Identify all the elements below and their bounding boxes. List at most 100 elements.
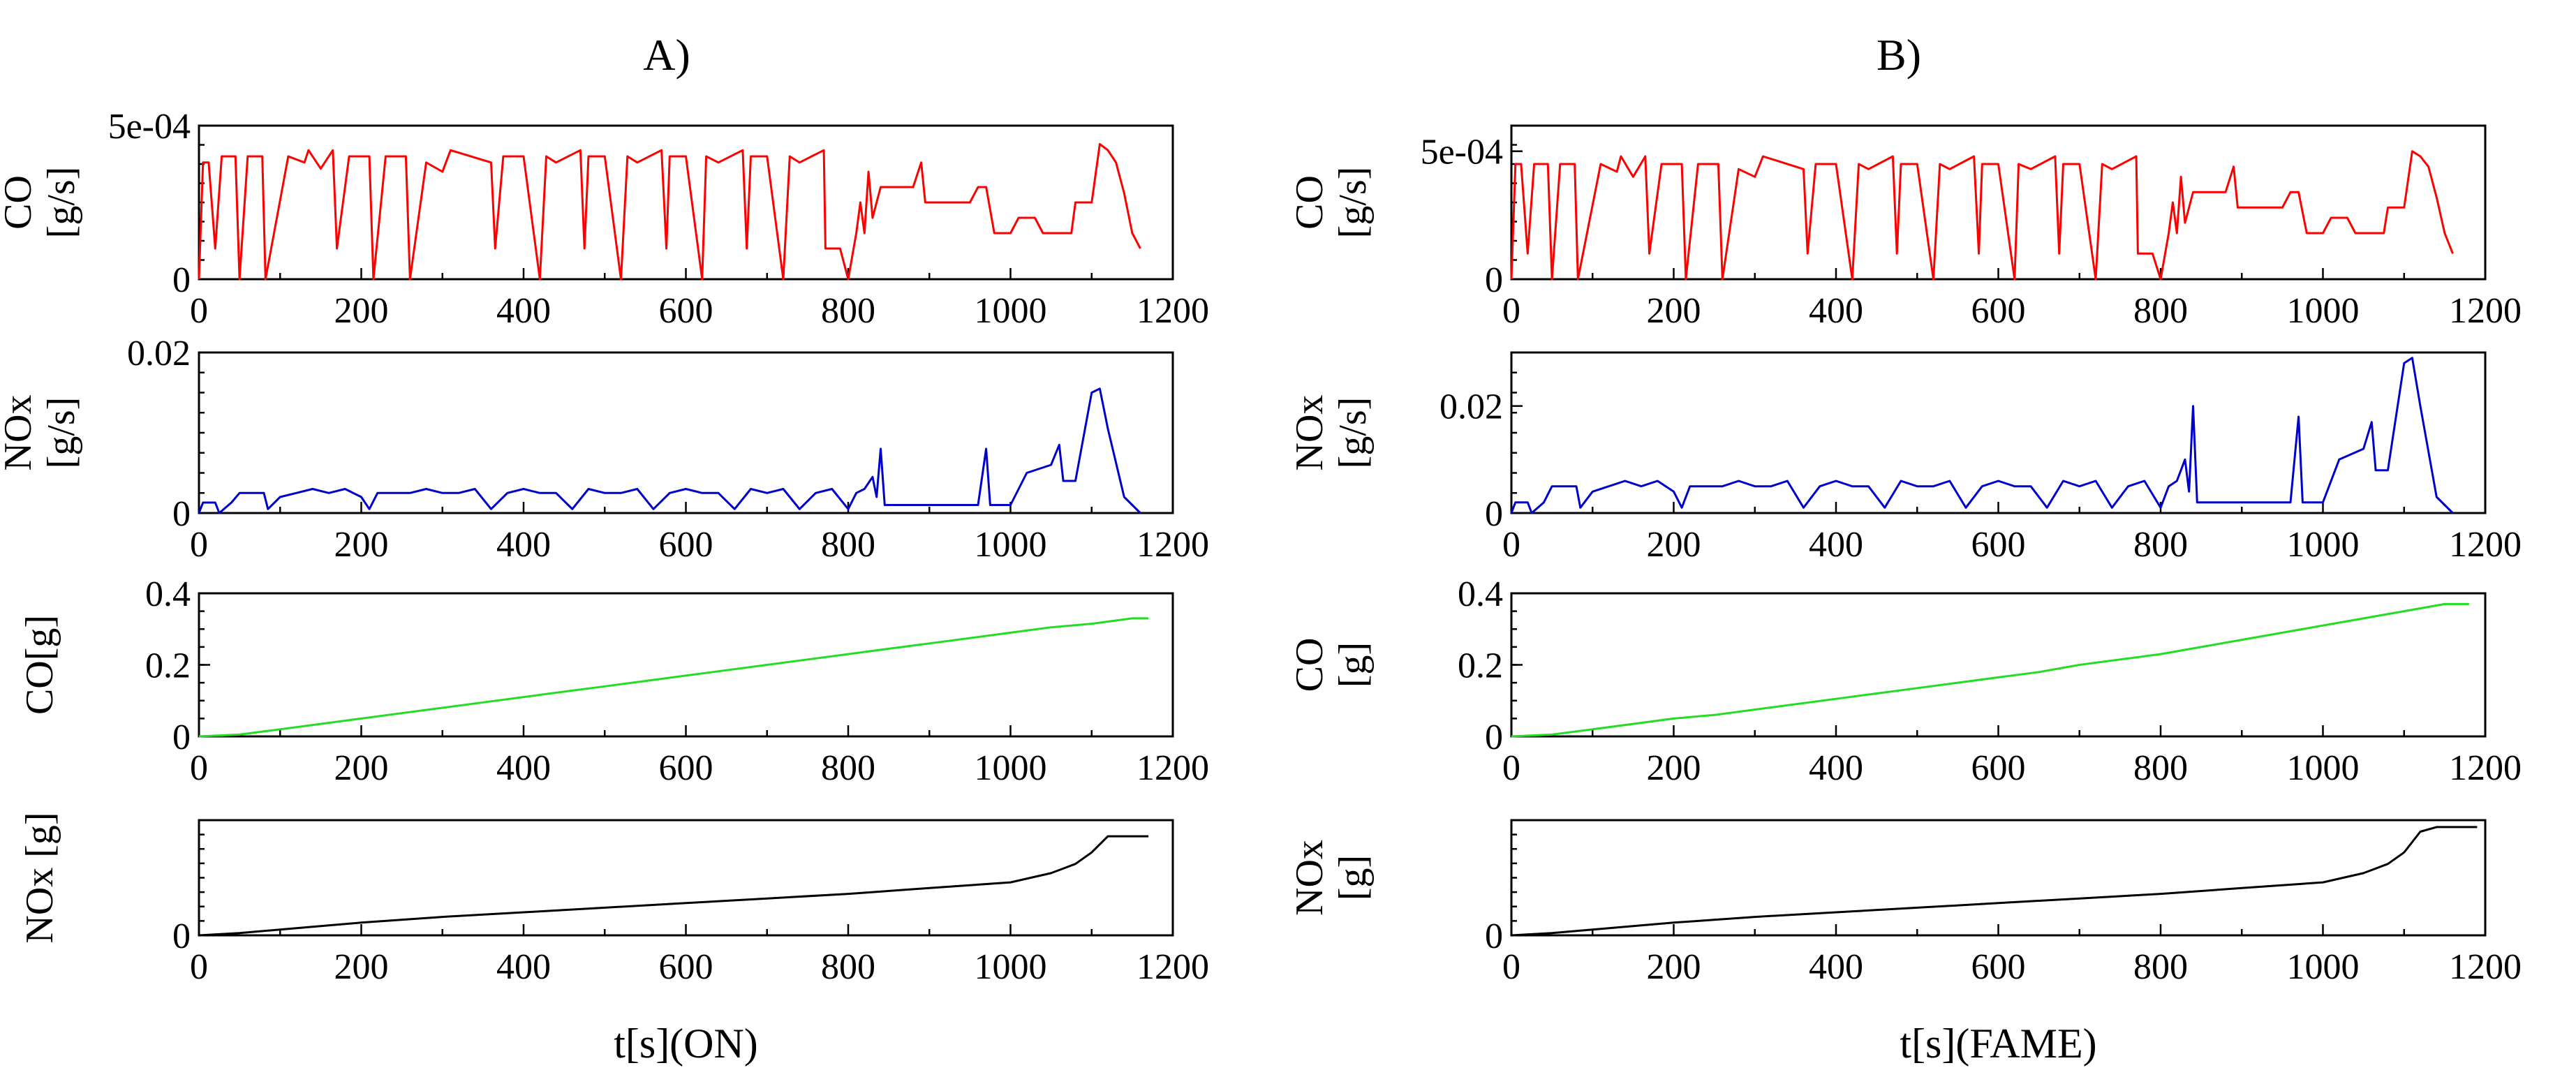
x-tick-label: 800: [2133, 291, 2188, 331]
x-tick-label: 1000: [2287, 291, 2360, 331]
y-axis-label: CO: [1288, 175, 1331, 230]
y-tick-label: 0.2: [145, 646, 191, 686]
x-tick-label: 600: [659, 947, 713, 987]
x-tick-label: 400: [496, 748, 551, 788]
x-tick-label: 0: [190, 525, 208, 565]
y-axis-label: NOx [g]: [18, 812, 61, 943]
x-tick-label: 1000: [2287, 748, 2360, 788]
series-line-co_cum: [1511, 602, 2469, 738]
x-tick-label: 800: [821, 947, 875, 987]
panel-a-nox_cum-plot: 0 200 400 600 800 1000 1200 0 NOx [g]: [18, 812, 1209, 987]
x-tick-label: 1200: [1137, 748, 1209, 788]
x-tick-label: 1200: [1137, 291, 1209, 331]
x-tick-label: 600: [659, 525, 713, 565]
y-tick-label: 0: [172, 494, 191, 534]
x-tick-label: 0: [1502, 947, 1520, 987]
panel-b-nox_rate-plot: 0 200 400 600 800 1000 1200 0 0.02 NOx [g/s]: [1288, 351, 2522, 565]
series-line-nox_cum: [1511, 826, 2478, 937]
plot-frame: [1510, 124, 2487, 281]
x-tick-label: 0: [190, 748, 208, 788]
y-tick-label: 0.02: [127, 334, 191, 373]
y-tick-label: 0: [172, 260, 191, 300]
series-line-nox_rate: [198, 387, 1141, 514]
y-tick-label: 0: [1485, 260, 1503, 300]
y-axis-label: [g]: [1331, 642, 1375, 688]
x-tick-label: 600: [1971, 525, 2026, 565]
y-axis-label: [g/s]: [1331, 397, 1375, 469]
y-tick-label: 0: [172, 916, 191, 956]
x-tick-label: 1200: [2449, 291, 2522, 331]
y-tick-label: 0.4: [1458, 574, 1503, 614]
y-axis-label: NOx: [1288, 395, 1331, 471]
y-tick-label: 0.4: [145, 574, 191, 614]
y-tick-label: 0.2: [1458, 646, 1503, 686]
y-axis-label: CO[g]: [18, 615, 61, 715]
y-tick-label: 0: [1485, 718, 1503, 757]
x-tick-label: 600: [659, 291, 713, 331]
y-axis-label: CO: [1288, 638, 1331, 692]
x-tick-label: 400: [1809, 947, 1863, 987]
x-tick-label: 1200: [2449, 525, 2522, 565]
x-tick-label: 200: [1647, 947, 1701, 987]
x-tick-label: 800: [821, 525, 875, 565]
panel-b-co_rate-plot: 0 200 400 600 800 1000 1200 0 5e-04 CO [g/s]: [1288, 124, 2522, 331]
x-tick-label: 200: [1647, 748, 1701, 788]
y-tick-label: 0: [1485, 494, 1503, 534]
y-tick-label: 0: [1485, 916, 1503, 956]
panel-b-title: B): [1877, 30, 1921, 80]
plot-frame: [198, 124, 1174, 281]
y-axis-label: [g/s]: [1331, 167, 1375, 239]
x-tick-label: 200: [1647, 525, 1701, 565]
x-tick-label: 0: [1502, 525, 1520, 565]
x-tick-label: 800: [821, 748, 875, 788]
x-axis-label: t[s](FAME): [1900, 1020, 2096, 1067]
x-tick-label: 200: [334, 947, 389, 987]
plot-frame: [1510, 351, 2487, 514]
x-tick-label: 1000: [975, 525, 1047, 565]
x-tick-label: 400: [1809, 525, 1863, 565]
x-tick-label: 600: [659, 748, 713, 788]
x-tick-label: 0: [1502, 291, 1520, 331]
x-tick-label: 1000: [975, 947, 1047, 987]
x-tick-label: 600: [1971, 947, 2026, 987]
x-axis-label: t[s](ON): [614, 1020, 758, 1067]
series-line-co_cum: [198, 617, 1149, 738]
x-tick-label: 400: [496, 291, 551, 331]
x-tick-label: 600: [1971, 748, 2026, 788]
series-line-nox_cum: [198, 835, 1149, 937]
y-tick-label: 5e-04: [1421, 133, 1503, 172]
x-tick-label: 1000: [2287, 947, 2360, 987]
x-tick-label: 1200: [2449, 947, 2522, 987]
series-line-co_rate: [1510, 150, 2454, 281]
x-tick-label: 600: [1971, 291, 2026, 331]
x-tick-label: 800: [2133, 748, 2188, 788]
x-tick-label: 1000: [2287, 525, 2360, 565]
panel-b-co_cum-plot: 0 200 400 600 800 1000 1200 0 0.2 0.4 CO [g]: [1288, 574, 2522, 788]
x-tick-label: 0: [1502, 748, 1520, 788]
x-tick-label: 1200: [2449, 748, 2522, 788]
plot-frame: [1510, 592, 2487, 738]
x-tick-label: 1200: [1137, 947, 1209, 987]
x-tick-label: 200: [334, 748, 389, 788]
x-tick-label: 200: [334, 525, 389, 565]
y-axis-label: [g]: [1331, 855, 1375, 900]
x-tick-label: 400: [1809, 748, 1863, 788]
y-axis-label: [g/s]: [40, 167, 83, 239]
x-tick-label: 400: [1809, 291, 1863, 331]
panel-a-title: A): [643, 30, 690, 80]
x-tick-label: 0: [190, 291, 208, 331]
y-tick-label: 5e-04: [108, 107, 191, 147]
x-tick-label: 400: [496, 525, 551, 565]
y-axis-label: CO: [0, 175, 40, 230]
y-tick-label: 0: [172, 718, 191, 757]
panel-a-co_cum-plot: 0 200 400 600 800 1000 1200 0 0.2 0.4 CO[g]: [18, 574, 1209, 788]
panel-a-nox_rate-plot: 0 200 400 600 800 1000 1200 0 0.02 NOx [g/s]: [0, 334, 1209, 565]
x-tick-label: 200: [1647, 291, 1701, 331]
panel-b-nox_cum-plot: 0 200 400 600 800 1000 1200 0 NOx [g]: [1288, 819, 2522, 987]
series-line-co_rate: [198, 142, 1141, 281]
x-tick-label: 1000: [975, 291, 1047, 331]
series-line-nox_rate: [1510, 357, 2454, 514]
x-tick-label: 800: [2133, 525, 2188, 565]
